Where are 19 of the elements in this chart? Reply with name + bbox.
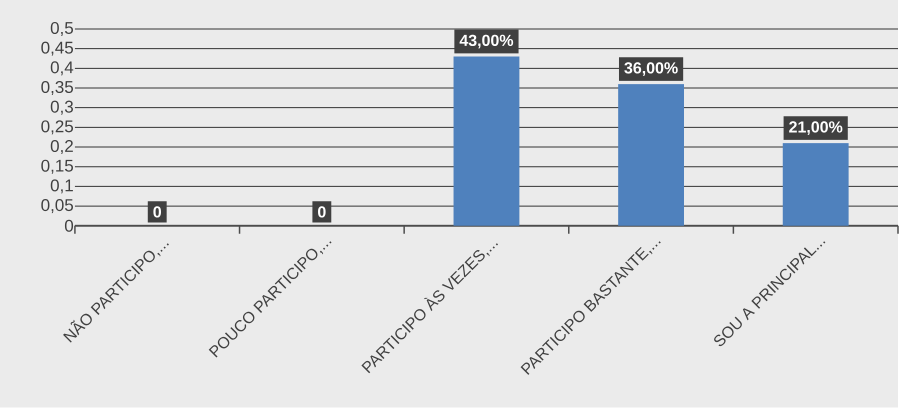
- y-tick-label: 0,05: [41, 199, 73, 214]
- y-tick-label: 0,3: [50, 100, 73, 115]
- data-label: 43,00%: [460, 34, 514, 49]
- y-tick-label: 0: [64, 220, 74, 232]
- y-tick-label: 0,2: [50, 140, 73, 154]
- data-label: 0: [153, 206, 162, 218]
- bar: [454, 56, 520, 226]
- y-tick-label: 0,15: [41, 160, 73, 174]
- y-tick-label: 0,4: [50, 62, 74, 76]
- data-label: 21,00%: [789, 122, 842, 136]
- y-tick-label: 0,1: [50, 180, 73, 194]
- data-label: 0: [318, 206, 326, 218]
- y-tick-label: 0,35: [41, 81, 73, 96]
- bar: [782, 143, 849, 226]
- data-label: 36,00%: [624, 62, 678, 76]
- bar: [618, 84, 684, 226]
- y-tick-label: 0,45: [41, 42, 73, 56]
- y-tick-label: 0,5: [50, 22, 74, 36]
- y-tick-label: 0,25: [41, 120, 73, 135]
